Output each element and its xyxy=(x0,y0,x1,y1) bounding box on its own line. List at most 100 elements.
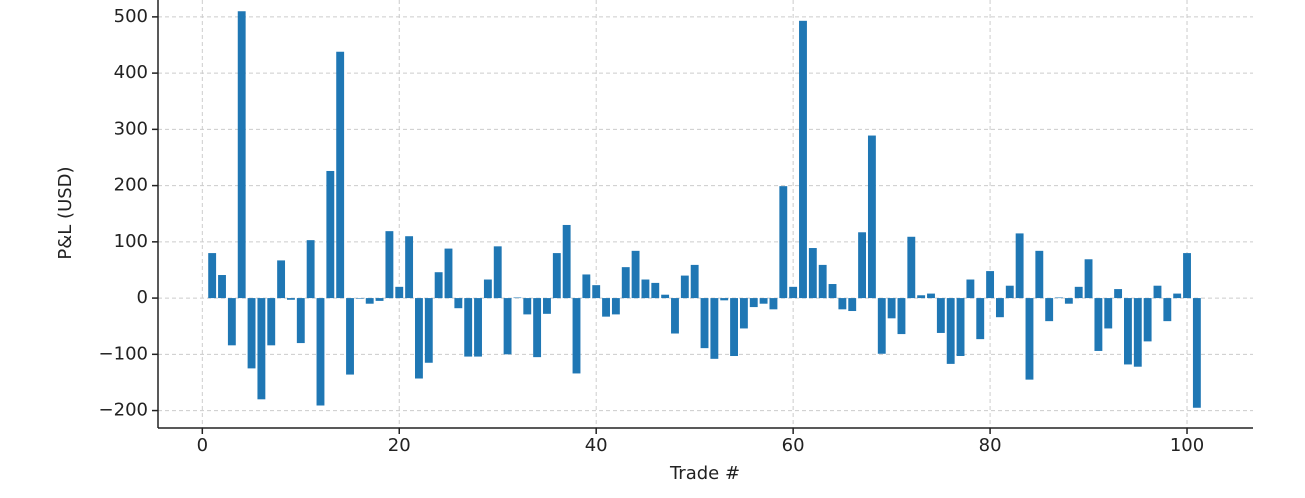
bar xyxy=(483,279,492,299)
bar xyxy=(1045,298,1054,322)
bar xyxy=(838,298,847,310)
bar xyxy=(1015,233,1024,299)
x-tick-label: 0 xyxy=(197,435,208,456)
bar xyxy=(336,51,345,299)
bar xyxy=(316,298,325,406)
bar xyxy=(572,298,581,374)
bar xyxy=(690,264,699,299)
bar xyxy=(602,298,610,317)
bar xyxy=(1094,298,1103,351)
bar xyxy=(227,298,236,346)
bar xyxy=(818,264,827,299)
bar xyxy=(582,274,591,299)
y-tick-label: 500 xyxy=(114,6,148,27)
bar xyxy=(1133,298,1142,367)
bar xyxy=(1183,253,1191,299)
bar xyxy=(503,298,512,355)
bar xyxy=(1173,293,1182,299)
bar xyxy=(523,298,532,315)
bar xyxy=(1124,298,1132,365)
bar xyxy=(237,11,246,299)
bar xyxy=(907,236,916,299)
bar xyxy=(769,298,778,310)
bar xyxy=(858,232,867,299)
bar xyxy=(562,224,571,299)
bar xyxy=(513,297,522,299)
y-tick-label: 100 xyxy=(114,231,148,252)
bar xyxy=(671,298,679,334)
bar xyxy=(700,298,709,349)
bar xyxy=(799,20,807,299)
bar xyxy=(680,275,689,299)
bar xyxy=(1114,289,1123,299)
bar xyxy=(710,298,719,359)
bar xyxy=(1153,285,1162,299)
bar xyxy=(375,298,384,301)
x-axis-label: Trade # xyxy=(669,463,740,484)
bar xyxy=(927,293,935,299)
bar xyxy=(306,240,315,299)
bar xyxy=(218,275,226,299)
bar xyxy=(848,298,857,312)
bar xyxy=(986,271,995,299)
y-tick-label: 0 xyxy=(137,287,148,308)
bar xyxy=(395,286,404,299)
y-tick-label: 400 xyxy=(114,62,148,83)
bar xyxy=(877,298,886,354)
x-tick-label: 100 xyxy=(1170,435,1204,456)
bar xyxy=(1035,250,1044,299)
bar xyxy=(1025,298,1034,380)
bar xyxy=(1064,298,1073,304)
y-axis-label: P&L (USD) xyxy=(55,166,76,259)
bar xyxy=(828,284,837,299)
bar xyxy=(257,298,266,400)
bar xyxy=(424,298,433,363)
bar xyxy=(415,298,423,379)
bar xyxy=(385,231,394,299)
bar xyxy=(444,248,453,299)
bar xyxy=(867,135,876,299)
y-tick-label: −200 xyxy=(99,400,148,421)
bar xyxy=(641,279,650,299)
bar xyxy=(474,298,482,357)
bar xyxy=(434,272,443,299)
y-tick-label: 200 xyxy=(114,175,148,196)
bar xyxy=(543,298,551,314)
bar xyxy=(247,298,256,369)
bar xyxy=(749,298,758,308)
bar xyxy=(454,298,463,309)
bar xyxy=(621,267,630,299)
bar xyxy=(326,170,335,299)
bar xyxy=(808,248,817,299)
bar xyxy=(346,298,354,375)
bar xyxy=(355,298,364,299)
y-tick-label: −100 xyxy=(99,343,148,364)
bar xyxy=(592,285,601,299)
bar xyxy=(552,253,561,299)
bar xyxy=(789,286,798,299)
bar xyxy=(995,298,1004,318)
bar xyxy=(917,295,926,299)
bar xyxy=(936,298,945,333)
bar xyxy=(759,298,768,304)
bar xyxy=(267,298,276,346)
bar xyxy=(739,298,748,329)
bar xyxy=(1084,259,1093,299)
bar xyxy=(286,298,295,300)
bar xyxy=(208,253,217,299)
x-tick-label: 60 xyxy=(782,435,805,456)
bar xyxy=(1143,298,1152,342)
bar xyxy=(631,250,640,299)
bar xyxy=(956,298,965,357)
bar xyxy=(1163,298,1172,322)
bar xyxy=(1192,298,1201,408)
bar xyxy=(976,298,985,340)
bar xyxy=(1055,297,1063,299)
bar xyxy=(365,298,374,304)
bar xyxy=(277,260,286,299)
bar xyxy=(946,298,955,364)
bar xyxy=(1074,286,1083,299)
bar xyxy=(1005,285,1014,299)
